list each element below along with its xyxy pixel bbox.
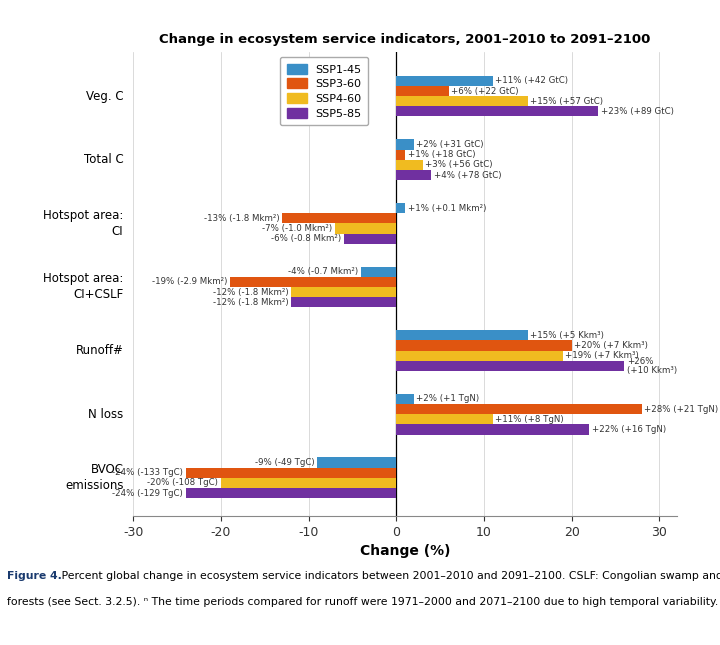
Legend: SSP1-45, SSP3-60, SSP4-60, SSP5-85: SSP1-45, SSP3-60, SSP4-60, SSP5-85 — [280, 57, 369, 125]
Text: -24% (-129 TgC): -24% (-129 TgC) — [112, 489, 183, 497]
Text: +11% (+8 TgN): +11% (+8 TgN) — [495, 415, 564, 424]
Text: +1% (+18 GtC): +1% (+18 GtC) — [408, 150, 475, 159]
Bar — [396, 341, 572, 351]
Bar — [343, 233, 396, 244]
Text: -24% (-133 TgC): -24% (-133 TgC) — [112, 468, 183, 477]
Text: +26%
(+10 Kkm³): +26% (+10 Kkm³) — [627, 357, 677, 375]
Text: +22% (+16 TgN): +22% (+16 TgN) — [592, 425, 666, 434]
Bar — [396, 203, 405, 213]
Bar — [361, 266, 396, 277]
Bar — [396, 96, 528, 106]
Text: Percent global change in ecosystem service indicators between 2001–2010 and 2091: Percent global change in ecosystem servi… — [58, 571, 720, 581]
Text: -6% (-0.8 Mkm²): -6% (-0.8 Mkm²) — [271, 234, 341, 243]
Bar — [396, 414, 492, 424]
Text: Figure 4.: Figure 4. — [7, 571, 62, 581]
Bar — [396, 106, 598, 117]
Bar — [318, 457, 396, 468]
Text: +6% (+22 GtC): +6% (+22 GtC) — [451, 86, 519, 95]
Text: -20% (-108 TgC): -20% (-108 TgC) — [148, 479, 218, 488]
Bar — [186, 468, 396, 478]
Text: +20% (+7 Kkm³): +20% (+7 Kkm³) — [575, 341, 648, 350]
Text: +11% (+42 GtC): +11% (+42 GtC) — [495, 76, 568, 85]
Bar — [396, 424, 589, 435]
Text: +1% (+0.1 Mkm²): +1% (+0.1 Mkm²) — [408, 204, 486, 213]
Text: +15% (+5 Kkm³): +15% (+5 Kkm³) — [531, 331, 604, 340]
Bar — [396, 361, 624, 371]
Bar — [396, 75, 492, 86]
Text: -4% (-0.7 Mkm²): -4% (-0.7 Mkm²) — [289, 267, 359, 276]
Bar — [396, 170, 431, 180]
Text: +4% (+78 GtC): +4% (+78 GtC) — [434, 170, 501, 179]
Bar — [396, 86, 449, 96]
Bar — [221, 478, 396, 488]
Text: +23% (+89 GtC): +23% (+89 GtC) — [600, 107, 673, 116]
Text: +28% (+21 TgN): +28% (+21 TgN) — [644, 404, 719, 413]
Text: -9% (-49 TgC): -9% (-49 TgC) — [255, 458, 315, 467]
Text: +2% (+31 GtC): +2% (+31 GtC) — [416, 140, 484, 149]
Bar — [282, 213, 396, 223]
Text: +15% (+57 GtC): +15% (+57 GtC) — [531, 97, 603, 106]
Text: +3% (+56 GtC): +3% (+56 GtC) — [426, 161, 492, 170]
Bar — [396, 139, 414, 150]
Text: -13% (-1.8 Mkm²): -13% (-1.8 Mkm²) — [204, 213, 279, 223]
Text: -12% (-1.8 Mkm²): -12% (-1.8 Mkm²) — [213, 288, 289, 297]
Bar — [396, 351, 563, 361]
Text: forests (see Sect. 3.2.5). ⁿ The time periods compared for runoff were 1971–2000: forests (see Sect. 3.2.5). ⁿ The time pe… — [7, 597, 719, 607]
Bar — [291, 297, 396, 307]
Text: -12% (-1.8 Mkm²): -12% (-1.8 Mkm²) — [213, 298, 289, 307]
Text: -7% (-1.0 Mkm²): -7% (-1.0 Mkm²) — [262, 224, 332, 233]
Bar — [396, 150, 405, 160]
Bar — [396, 394, 414, 404]
Bar — [396, 330, 528, 341]
Bar — [396, 404, 642, 414]
Bar — [230, 277, 396, 287]
Title: Change in ecosystem service indicators, 2001–2010 to 2091–2100: Change in ecosystem service indicators, … — [159, 34, 651, 46]
Bar — [396, 160, 423, 170]
Text: -19% (-2.9 Mkm²): -19% (-2.9 Mkm²) — [152, 277, 227, 286]
X-axis label: Change (%): Change (%) — [360, 544, 450, 559]
Text: +19% (+7 Kkm³): +19% (+7 Kkm³) — [565, 351, 639, 360]
Bar — [291, 287, 396, 297]
Bar — [186, 488, 396, 498]
Text: +2% (+1 TgN): +2% (+1 TgN) — [416, 395, 480, 403]
Bar — [335, 223, 396, 233]
